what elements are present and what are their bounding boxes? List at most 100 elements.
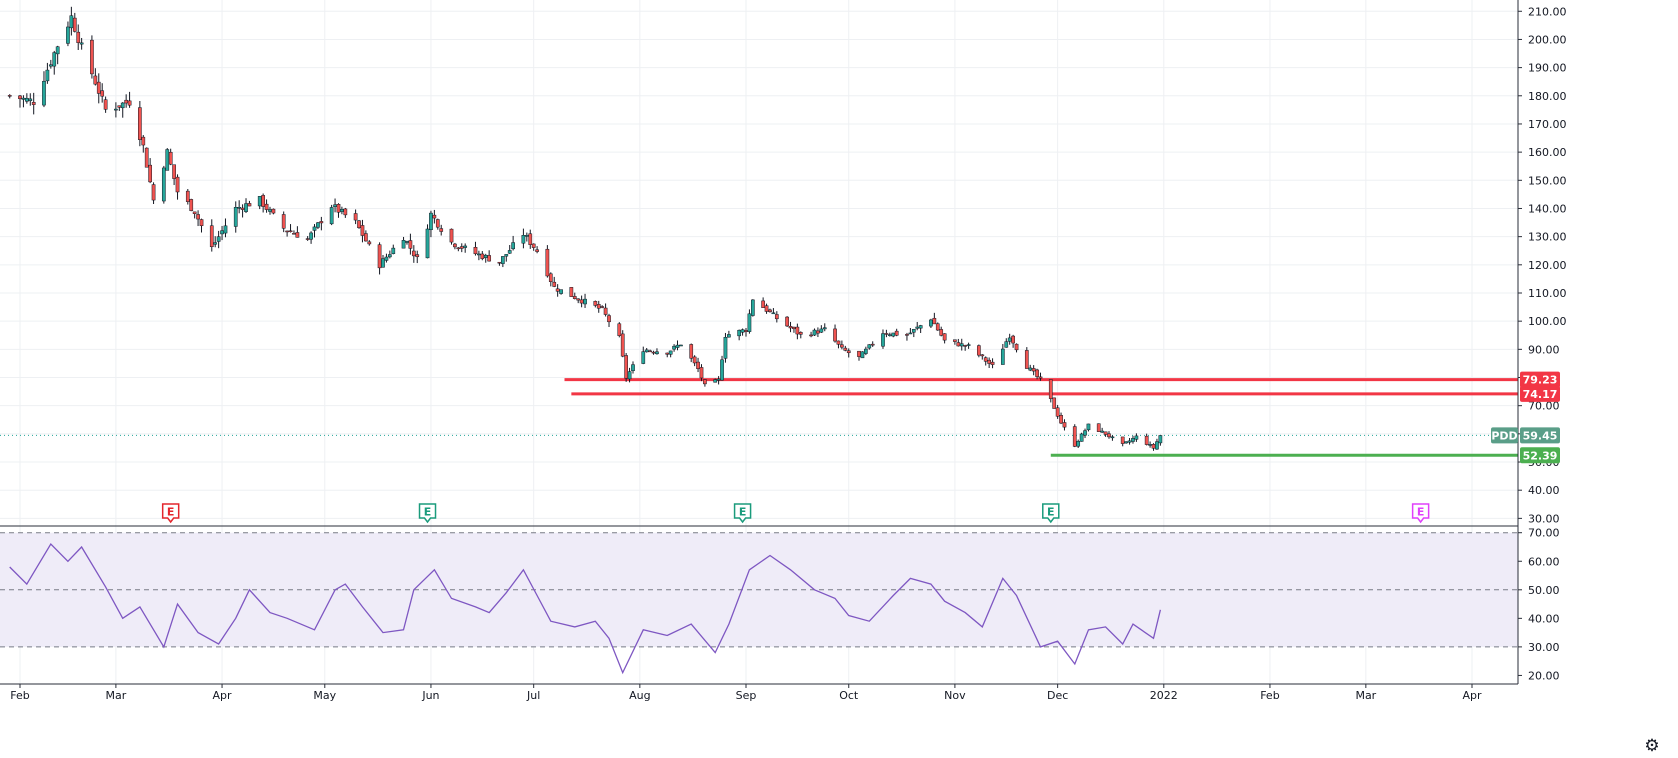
candle-body[interactable] bbox=[1038, 376, 1043, 379]
candle-body[interactable] bbox=[939, 329, 944, 336]
candle-body[interactable] bbox=[120, 102, 125, 109]
candle-body[interactable] bbox=[740, 329, 745, 333]
candle-body[interactable] bbox=[720, 359, 724, 381]
candle-body[interactable] bbox=[593, 301, 598, 306]
candle-body[interactable] bbox=[1028, 367, 1033, 371]
candle-body[interactable] bbox=[672, 345, 676, 350]
support-resistance-lines[interactable] bbox=[0, 378, 1518, 457]
candle-body[interactable] bbox=[1014, 343, 1019, 351]
candle-body[interactable] bbox=[18, 95, 22, 100]
candle-body[interactable] bbox=[535, 249, 539, 252]
candle-body[interactable] bbox=[644, 349, 649, 353]
candle-body[interactable] bbox=[1124, 441, 1128, 444]
candlestick-series[interactable] bbox=[7, 6, 1163, 451]
candle-body[interactable] bbox=[555, 288, 560, 292]
candle-body[interactable] bbox=[316, 222, 320, 228]
candle-body[interactable] bbox=[918, 325, 923, 329]
candle-body[interactable] bbox=[1000, 348, 1005, 365]
candle-body[interactable] bbox=[209, 225, 214, 248]
candle-body[interactable] bbox=[788, 326, 793, 329]
candle-body[interactable] bbox=[244, 203, 248, 212]
candle-body[interactable] bbox=[1158, 435, 1163, 444]
candle-body[interactable] bbox=[864, 348, 868, 354]
candle-body[interactable] bbox=[603, 307, 608, 315]
candle-body[interactable] bbox=[127, 100, 132, 106]
candle-body[interactable] bbox=[675, 344, 680, 348]
candle-body[interactable] bbox=[840, 344, 844, 348]
candle-body[interactable] bbox=[1086, 423, 1091, 431]
candle-body[interactable] bbox=[312, 226, 317, 231]
candle-body[interactable] bbox=[1059, 415, 1063, 424]
candle-body[interactable] bbox=[31, 102, 36, 105]
candle-body[interactable] bbox=[887, 334, 892, 336]
candle-body[interactable] bbox=[545, 248, 550, 277]
candle-body[interactable] bbox=[377, 244, 382, 269]
candle-body[interactable] bbox=[764, 305, 769, 312]
candle-body[interactable] bbox=[340, 209, 344, 212]
candle-body[interactable] bbox=[559, 289, 563, 294]
candle-body[interactable] bbox=[1096, 423, 1101, 432]
candle-body[interactable] bbox=[655, 351, 659, 355]
candle-body[interactable] bbox=[665, 352, 670, 355]
candle-body[interactable] bbox=[531, 243, 536, 248]
candle-body[interactable] bbox=[689, 344, 694, 359]
candle-body[interactable] bbox=[144, 147, 149, 168]
candle-body[interactable] bbox=[1035, 369, 1039, 377]
candle-body[interactable] bbox=[1144, 435, 1149, 445]
candle-body[interactable] bbox=[1151, 444, 1156, 449]
candle-body[interactable] bbox=[977, 345, 981, 356]
candle-body[interactable] bbox=[141, 136, 146, 146]
candle-body[interactable] bbox=[384, 256, 389, 261]
candle-body[interactable] bbox=[929, 319, 933, 327]
candle-body[interactable] bbox=[959, 343, 964, 347]
candle-body[interactable] bbox=[247, 203, 252, 207]
candle-body[interactable] bbox=[953, 339, 957, 342]
candle-body[interactable] bbox=[114, 108, 118, 111]
candle-body[interactable] bbox=[583, 298, 587, 305]
candle-body[interactable] bbox=[199, 219, 204, 226]
candle-body[interactable] bbox=[93, 75, 98, 85]
candle-body[interactable] bbox=[935, 323, 940, 331]
candle-body[interactable] bbox=[100, 90, 105, 97]
candle-body[interactable] bbox=[223, 225, 228, 234]
candle-body[interactable] bbox=[240, 207, 245, 210]
candle-body[interactable] bbox=[750, 299, 755, 316]
candle-body[interactable] bbox=[846, 350, 851, 354]
candle-body[interactable] bbox=[692, 356, 697, 364]
candle-body[interactable] bbox=[161, 167, 166, 202]
candle-body[interactable] bbox=[785, 316, 789, 327]
candle-body[interactable] bbox=[401, 240, 406, 249]
candle-body[interactable] bbox=[55, 46, 60, 55]
candle-body[interactable] bbox=[391, 247, 396, 254]
candle-body[interactable] bbox=[7, 95, 12, 97]
candle-body[interactable] bbox=[1127, 440, 1132, 443]
candle-body[interactable] bbox=[281, 214, 286, 229]
candle-body[interactable] bbox=[66, 26, 70, 44]
candle-body[interactable] bbox=[138, 107, 142, 140]
candle-body[interactable] bbox=[915, 326, 920, 329]
candle-body[interactable] bbox=[966, 344, 971, 346]
candle-body[interactable] bbox=[405, 241, 409, 243]
candle-body[interactable] bbox=[477, 253, 481, 256]
candle-body[interactable] bbox=[439, 228, 444, 232]
candle-body[interactable] bbox=[963, 345, 968, 347]
candle-body[interactable] bbox=[651, 351, 656, 354]
candle-body[interactable] bbox=[459, 246, 464, 249]
candle-body[interactable] bbox=[483, 254, 488, 258]
candle-body[interactable] bbox=[857, 350, 861, 357]
candle-body[interactable] bbox=[631, 364, 635, 371]
candle-body[interactable] bbox=[1083, 430, 1087, 436]
candle-body[interactable] bbox=[45, 69, 50, 82]
candle-body[interactable] bbox=[1120, 436, 1125, 444]
candle-body[interactable] bbox=[1007, 337, 1012, 342]
candle-body[interactable] bbox=[237, 206, 242, 209]
candle-body[interactable] bbox=[192, 211, 197, 214]
candle-body[interactable] bbox=[822, 327, 827, 330]
candle-body[interactable] bbox=[343, 208, 348, 216]
earnings-marker[interactable]: E bbox=[1042, 503, 1060, 524]
candle-body[interactable] bbox=[524, 235, 529, 237]
candle-body[interactable] bbox=[415, 254, 420, 258]
candle-body[interactable] bbox=[69, 15, 74, 29]
candle-body[interactable] bbox=[1055, 407, 1060, 417]
candle-body[interactable] bbox=[1103, 431, 1108, 435]
